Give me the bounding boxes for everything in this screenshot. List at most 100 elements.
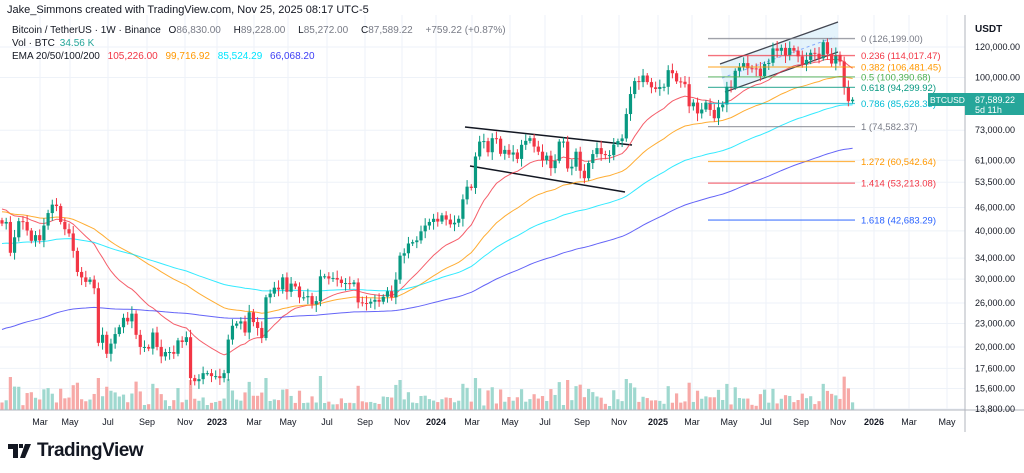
candle-body [804, 59, 809, 65]
candle-body [494, 138, 499, 140]
ema-legend: EMA 20/50/100/200 105,226.00 99,716.92 8… [12, 51, 320, 62]
candle-body [306, 296, 310, 298]
candle-body [230, 325, 235, 340]
candle-body [67, 229, 71, 234]
candle-body [519, 144, 524, 159]
volume-bar [205, 405, 209, 410]
volume-bar [850, 402, 855, 410]
candle-body [289, 283, 293, 292]
volume-bar [553, 394, 557, 410]
time-tick-label: 2026 [864, 417, 884, 427]
change-value: +759.22 (+0.87%) [425, 25, 506, 36]
candle-body [616, 141, 620, 145]
time-axis[interactable]: Mar May Jul Sep Nov 2023 Mar May Jul Sep Nov 2024 Ma… [32, 417, 956, 427]
volume-bar [704, 396, 708, 410]
candle-body [121, 317, 126, 328]
fib-label: 1.272 (60,542.64) [861, 157, 936, 168]
candle-body [716, 107, 721, 119]
volume-bar [725, 383, 729, 410]
time-tick-label: Sep [574, 417, 590, 427]
volume-bar [289, 395, 293, 410]
time-tick-label: Nov [830, 417, 847, 427]
candle-body [687, 84, 691, 107]
candle-body [708, 102, 712, 110]
candle-body [247, 312, 251, 333]
volume-bar [117, 396, 121, 410]
ema20-line [1, 58, 853, 356]
candle-body [587, 163, 591, 179]
last-price-marker: BTCUSDT 87,589.22 5d 11h [928, 93, 1024, 115]
candle-body [138, 334, 142, 347]
price-tick-label: 61,000.00 [975, 155, 1015, 165]
candle-body [712, 109, 716, 119]
volume-bar [804, 398, 809, 410]
candle-body [742, 63, 746, 68]
candle-body [792, 47, 796, 51]
candle-body [448, 219, 452, 225]
candle-body [331, 277, 335, 279]
volume-bar [641, 396, 645, 410]
volume-bar [716, 389, 721, 410]
volume-bar [825, 390, 830, 410]
volume-bar [268, 400, 272, 410]
candle-body [733, 70, 737, 88]
volume-bar [511, 400, 515, 410]
candle-body [830, 53, 834, 64]
volume-bar [624, 379, 628, 410]
candle-body [700, 109, 704, 114]
volume-bar [29, 392, 33, 410]
candle-body [46, 213, 50, 226]
volume-bar [285, 389, 289, 410]
volume-bar [281, 389, 285, 410]
candle-body [398, 255, 402, 280]
candle-body [452, 222, 457, 225]
volume-bar [771, 388, 775, 410]
candle-body [670, 70, 674, 74]
volume-bar [0, 402, 4, 410]
volume-bar [582, 397, 587, 410]
candle-body [197, 379, 201, 382]
candle-body [465, 186, 469, 200]
candle-body [385, 291, 390, 297]
candle-body [100, 334, 105, 343]
symbol-tag-bg [928, 93, 965, 106]
channel-upper-line [719, 21, 839, 65]
candle-body [226, 339, 230, 374]
price-tick-label: 30,000.00 [975, 274, 1015, 284]
candle-body [38, 235, 42, 241]
candle-body [800, 56, 804, 65]
volume-bar [448, 397, 452, 410]
symbol-tag: BTCUSDT [930, 95, 970, 105]
candle-body [159, 346, 163, 357]
candle-body [17, 221, 21, 238]
candle-body [0, 220, 4, 224]
volume-bar [147, 404, 151, 410]
volume-bar [779, 398, 783, 410]
volume-bar [50, 393, 54, 410]
candle-body [624, 114, 628, 139]
candle-body [758, 68, 762, 77]
tradingview-logo: TradingView [8, 440, 144, 462]
time-tick-label: Mar [246, 417, 262, 427]
time-tick-label: Mar [901, 417, 917, 427]
volume-bar [503, 401, 507, 410]
ema100-value: 85,524.29 [217, 51, 263, 62]
volume-bar [570, 400, 574, 410]
volume-bar [603, 403, 607, 410]
candle-body [151, 332, 155, 349]
volume-bar [540, 396, 545, 410]
volume-bar [21, 405, 25, 410]
price-axis[interactable]: 120,000.00 100,000.00 73,000.00 61,000.00 53… [975, 42, 1020, 414]
candle-body [507, 149, 511, 155]
candle-body [297, 286, 302, 298]
candle-body [637, 81, 641, 83]
candle-body [209, 373, 214, 377]
ema100-line [1, 104, 853, 292]
candle-body [343, 283, 348, 285]
time-tick-label: Jul [539, 417, 551, 427]
candle-body [461, 199, 465, 219]
candle-body [134, 313, 138, 335]
volume-bar [297, 390, 302, 410]
candle-body [767, 62, 771, 65]
